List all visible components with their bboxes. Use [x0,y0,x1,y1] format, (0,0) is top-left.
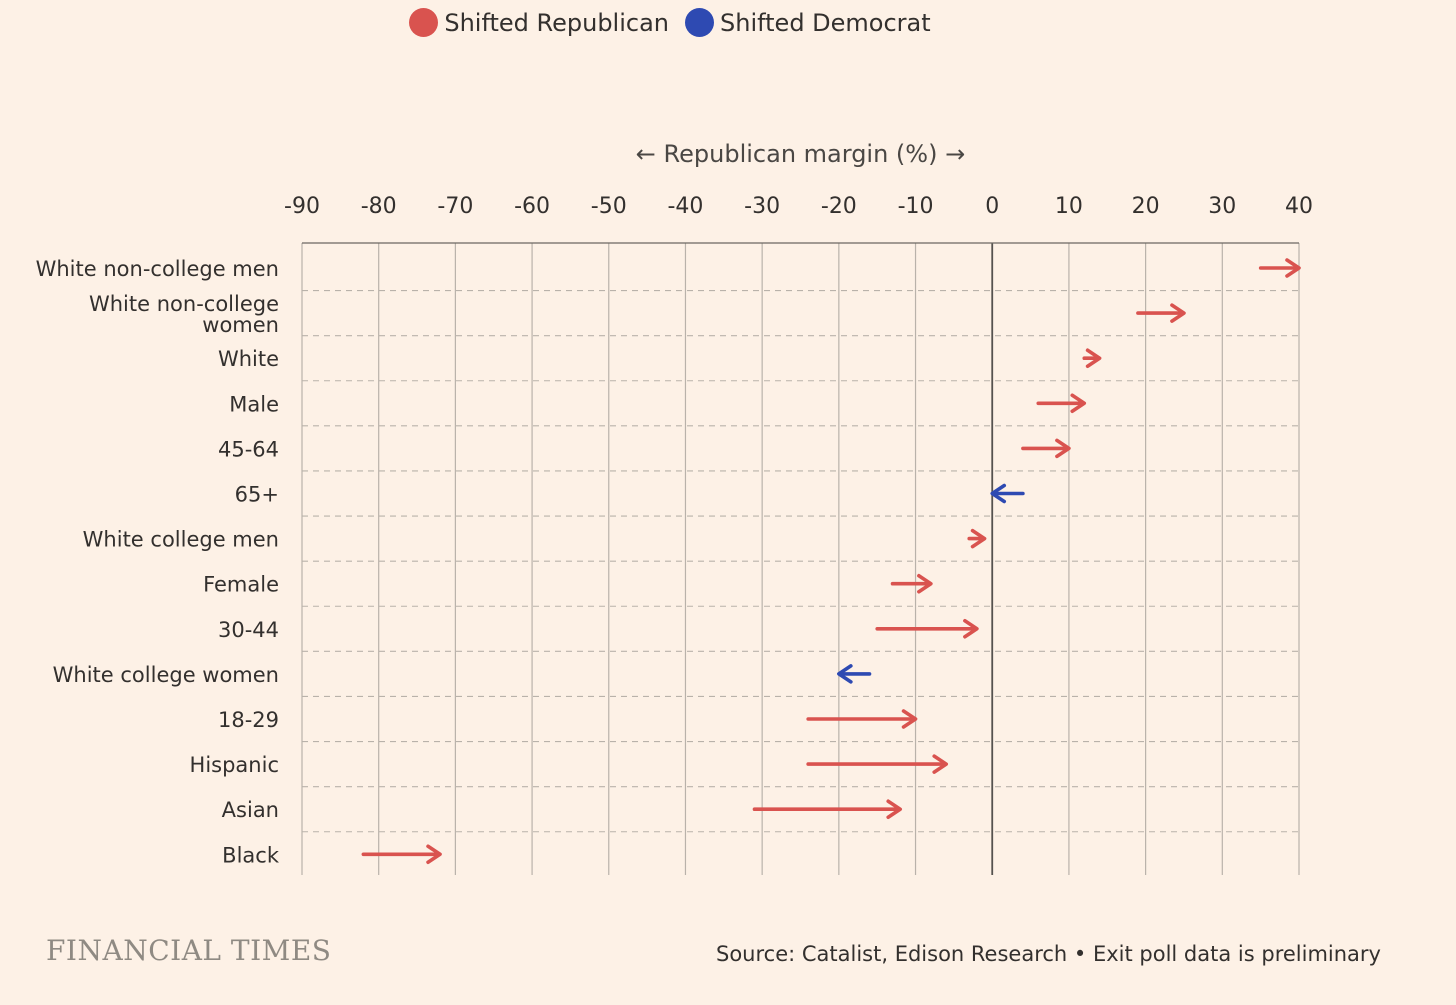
category-label: 30-44 [218,618,279,642]
category-label: White [218,347,279,371]
arrow-head [1055,438,1071,459]
legend-dot-democrat [685,8,714,37]
tick-label: -70 [437,194,473,219]
category-label: 65+ [235,483,279,507]
category-label: White college men [83,528,279,552]
tick-label: 0 [985,194,999,219]
arrow-head [1070,393,1087,414]
tick-label: -60 [514,194,550,219]
category-label: Male [229,392,279,416]
source-note: Source: Catalist, Edison Research • Exit… [716,942,1381,966]
category-label: White non-college men [36,257,279,281]
legend-item-republican: Shifted Republican [409,8,669,37]
tick-label: -30 [744,194,780,219]
arrow-head [963,619,979,639]
tick-label: 40 [1285,194,1313,219]
tick-label: 10 [1055,194,1083,219]
axis-title: ← Republican margin (%) → [636,140,965,168]
legend-dot-republican [409,8,439,37]
category-label: Hispanic [190,753,279,777]
tick-label: -90 [284,194,320,219]
tick-label: -80 [361,194,397,219]
arrow-head [426,844,442,865]
tick-label: 30 [1208,194,1236,219]
category-label: women [202,313,279,337]
arrow-head [1285,258,1301,278]
category-label: Female [203,573,279,597]
arrow-head [837,664,853,684]
category-label: 45-64 [218,437,279,461]
arrow-head [901,709,918,729]
arrow-head [970,528,987,549]
category-label: White non-college [89,292,279,316]
legend: Shifted Republican Shifted Democrat [0,8,1340,37]
legend-label-republican: Shifted Republican [444,8,669,37]
category-label: 18-29 [218,708,279,732]
arrow-head [990,483,1007,504]
tick-label: 20 [1132,194,1160,219]
arrow-head [886,799,902,819]
arrow-chart: ← Republican margin (%) → -90 -80 -70 -60 -50… [36,140,1313,875]
arrow-head [1170,303,1186,323]
legend-label-democrat: Shifted Democrat [720,8,931,37]
category-label: Asian [222,798,279,822]
tick-label: -20 [821,194,857,219]
category-label: Black [222,843,280,867]
arrow-head [1085,348,1102,368]
arrow-head [917,573,933,594]
category-label: White college women [53,663,279,687]
legend-item-democrat: Shifted Democrat [685,8,931,37]
tick-label: -40 [667,194,703,219]
financial-times-logo: FINANCIAL TIMES [46,934,332,967]
tick-label: -10 [898,194,934,219]
tick-label: -50 [591,194,627,219]
arrow-head [932,754,949,774]
